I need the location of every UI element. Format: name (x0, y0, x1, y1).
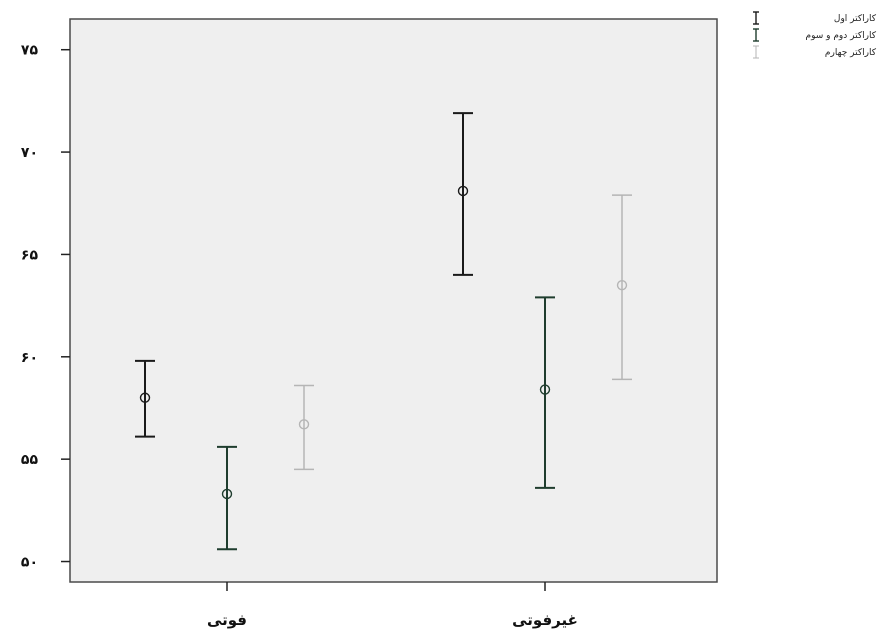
y-tick-label: ۵۰ (21, 555, 38, 571)
mean-marker (298, 419, 310, 430)
x-category-label: فوتی (207, 611, 247, 629)
series-1 (135, 112, 473, 438)
x-axis: فوتی غیرفوتی (207, 582, 578, 629)
series-2 (217, 296, 555, 551)
series-layer (135, 112, 632, 551)
mean-marker (221, 488, 233, 500)
mean-marker (139, 392, 151, 403)
mean-marker (457, 185, 469, 197)
legend: کاراکتر اول کاراکتر دوم و سوم کاراکتر چهار… (753, 11, 877, 59)
y-tick-label: ۷۵ (21, 43, 39, 59)
y-tick-label: ۷۰ (21, 145, 38, 161)
series-3 (294, 194, 632, 471)
legend-label: کاراکتر اول (834, 14, 877, 24)
x-category-label: غیرفوتی (512, 611, 578, 629)
legend-label: کاراکتر چهارم (825, 48, 877, 58)
y-tick-label: ۶۵ (21, 247, 39, 263)
mean-marker (616, 279, 628, 291)
y-tick-label: ۶۰ (21, 350, 38, 366)
mean-marker (539, 384, 551, 395)
y-axis: ۵۰ ۵۵ ۶۰ ۶۵ ۷۰ ۷۵ (21, 43, 70, 571)
legend-label: کاراکتر دوم و سوم (806, 31, 877, 41)
plot-area (69, 18, 718, 583)
y-tick-label: ۵۵ (21, 452, 39, 468)
